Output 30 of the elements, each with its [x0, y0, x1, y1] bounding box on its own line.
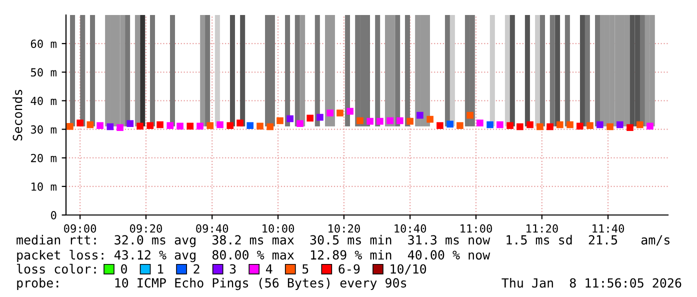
y-axis-title: Seconds [12, 90, 22, 140]
text: probe: 10 ICMP Echo Pings (56 Bytes) every 90s [17, 278, 406, 290]
x-tick-label: 11:00 [460, 224, 492, 233]
y-tick-label: 0 [51, 211, 56, 220]
y-tick-label: 30 m [30, 125, 56, 134]
x-tick-label: 10:20 [328, 224, 360, 233]
legend-label: 1 [158, 264, 164, 274]
y-tick-label: 10 m [32, 182, 56, 191]
legend-label: 10/10 [390, 264, 426, 275]
x-tick-label: 10:40 [394, 224, 426, 233]
y-tick-label: 60 m [30, 40, 56, 48]
legend-label: 6-9 [338, 264, 360, 274]
x-tick-label: 09:00 [64, 224, 96, 233]
legend-label: 2 [194, 264, 200, 274]
x-tick-label: 09:40 [196, 224, 228, 233]
legend-label: 5 [302, 264, 308, 274]
y-tick-label: 20 m [31, 154, 56, 162]
x-tick-label: 10:00 [262, 224, 294, 233]
text: packet loss: 43.12 % avg 80.00 % max 12.89 % min 40.00 % now [17, 250, 490, 262]
legend-label: 3 [230, 264, 236, 274]
y-tick-label: 50 m [30, 68, 56, 77]
legend-title: loss color: [16, 264, 96, 274]
x-tick-label: 09:20 [130, 224, 162, 233]
text: Thu Jan 8 11:56:05 2026 [502, 278, 682, 288]
x-tick-label: 11:20 [526, 224, 558, 233]
legend-label: 0 [121, 264, 127, 274]
legend-label: 4 [266, 264, 272, 274]
y-tick-label: 40 m [30, 96, 56, 106]
text: median rtt: 32.0 ms avg 38.2 ms max 30.5 ms min 31.3 ms now 1.5 ms sd 21.5 am/s [16, 234, 670, 248]
x-tick-label: 11:40 [592, 224, 624, 233]
